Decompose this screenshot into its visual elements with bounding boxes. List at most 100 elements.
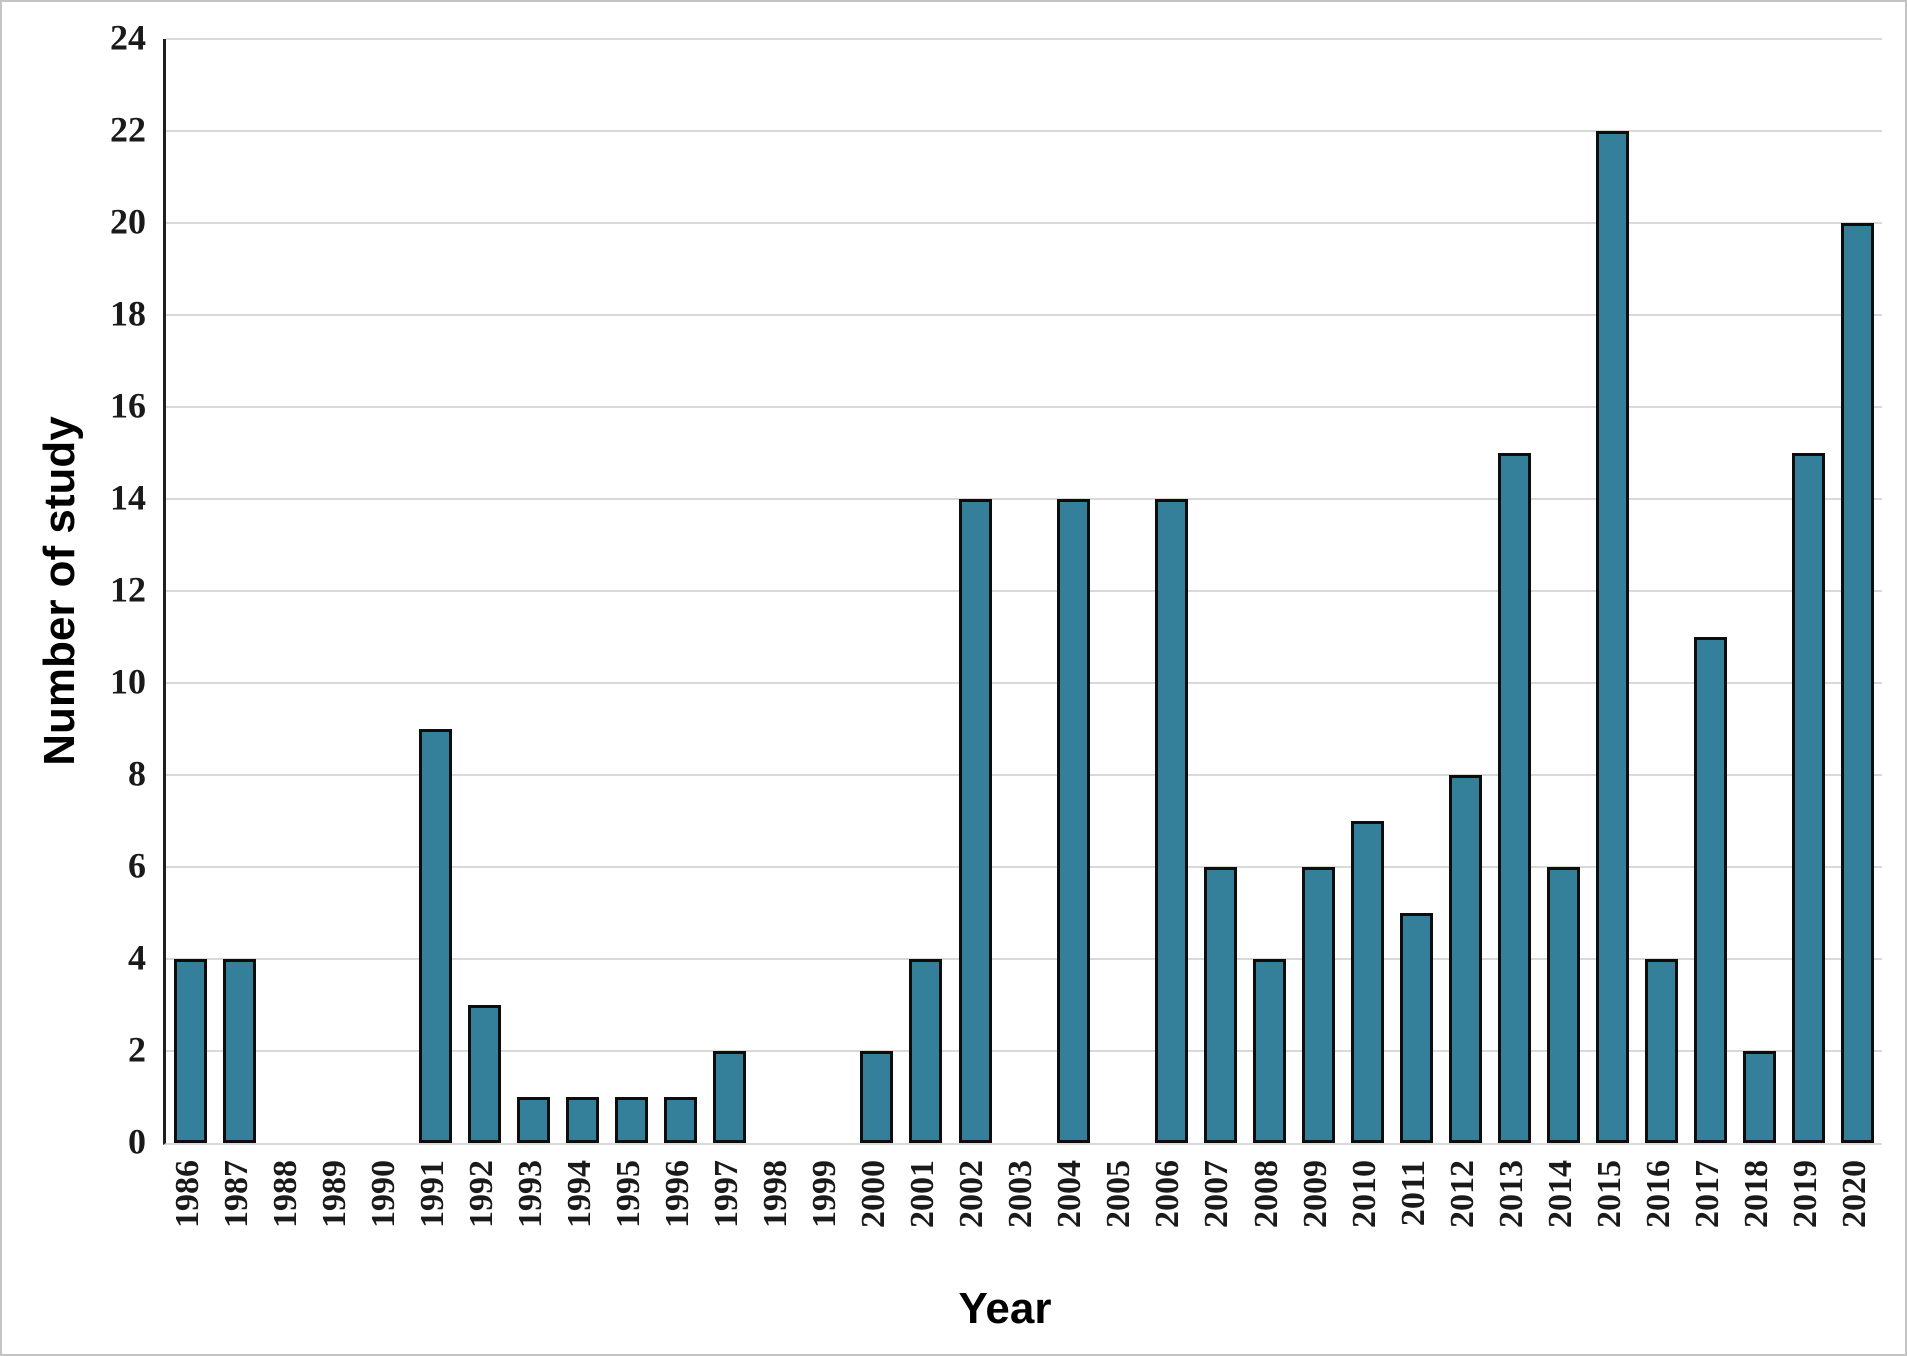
y-tick-label-8: 8 [128, 753, 146, 794]
bar-slot-2000 [852, 39, 901, 1143]
bar-1991 [419, 729, 453, 1143]
x-tick-slot-2010: 2010 [1340, 1160, 1389, 1282]
gridline-2 [166, 1050, 1882, 1052]
x-tick-label-2019: 2019 [1786, 1160, 1824, 1228]
x-tick-label-2016: 2016 [1639, 1160, 1677, 1228]
x-tick-slot-1989: 1989 [310, 1160, 359, 1282]
x-tick-slot-2002: 2002 [948, 1160, 997, 1282]
x-tick-slot-2006: 2006 [1144, 1160, 1193, 1282]
x-tick-slot-2003: 2003 [997, 1160, 1046, 1282]
x-tick-slot-2008: 2008 [1242, 1160, 1291, 1282]
x-tick-slot-1996: 1996 [653, 1160, 702, 1282]
bar-slot-2014 [1539, 39, 1588, 1143]
gridline-16 [166, 406, 1882, 408]
bar-1993 [517, 1097, 551, 1143]
gridline-22 [166, 130, 1882, 132]
x-axis-title: Year [958, 1284, 1052, 1333]
x-tick-slot-2001: 2001 [898, 1160, 947, 1282]
bar-slot-2006 [1147, 39, 1196, 1143]
y-tick-label-0: 0 [128, 1121, 146, 1162]
y-tick-label-20: 20 [110, 201, 146, 242]
x-tick-label-1990: 1990 [364, 1160, 402, 1228]
x-tick-label-2004: 2004 [1051, 1160, 1089, 1228]
x-tick-slot-1987: 1987 [212, 1160, 261, 1282]
x-tick-slot-2017: 2017 [1683, 1160, 1732, 1282]
bar-2001 [909, 959, 943, 1143]
bar-2007 [1203, 867, 1237, 1143]
gridline-10 [166, 682, 1882, 684]
bar-2017 [1693, 637, 1727, 1143]
x-tick-label-1995: 1995 [610, 1160, 648, 1228]
x-tick-slot-1992: 1992 [457, 1160, 506, 1282]
bar-slot-1986 [166, 39, 215, 1143]
x-tick-label-2007: 2007 [1198, 1160, 1236, 1228]
x-tick-slot-2019: 2019 [1781, 1160, 1830, 1282]
x-tick-label-2018: 2018 [1737, 1160, 1775, 1228]
bar-slot-1991 [411, 39, 460, 1143]
bar-slot-2017 [1686, 39, 1735, 1143]
bar-slot-1990 [362, 39, 411, 1143]
bar-2013 [1497, 453, 1531, 1143]
gridline-12 [166, 590, 1882, 592]
gridline-4 [166, 958, 1882, 960]
x-tick-label-1999: 1999 [806, 1160, 844, 1228]
x-tick-label-1988: 1988 [266, 1160, 304, 1228]
x-tick-label-2014: 2014 [1541, 1160, 1579, 1228]
bar-1994 [566, 1097, 600, 1143]
x-tick-label-2020: 2020 [1835, 1160, 1873, 1228]
bar-slot-1996 [656, 39, 705, 1143]
bar-slot-1993 [509, 39, 558, 1143]
bar-1995 [615, 1097, 649, 1143]
bar-2011 [1399, 913, 1433, 1143]
x-tick-slot-2000: 2000 [849, 1160, 898, 1282]
bar-2016 [1644, 959, 1678, 1143]
x-tick-label-2015: 2015 [1590, 1160, 1628, 1228]
x-tick-slot-1986: 1986 [163, 1160, 212, 1282]
bar-slot-1988 [264, 39, 313, 1143]
x-tick-label-2006: 2006 [1149, 1160, 1187, 1228]
bar-slot-1997 [705, 39, 754, 1143]
y-tick-label-2: 2 [128, 1029, 146, 1070]
x-tick-slot-2004: 2004 [1046, 1160, 1095, 1282]
x-tick-label-1987: 1987 [217, 1160, 255, 1228]
bar-slot-2012 [1441, 39, 1490, 1143]
x-tick-label-1992: 1992 [463, 1160, 500, 1228]
x-tick-slot-2016: 2016 [1634, 1160, 1683, 1282]
x-tick-slot-1997: 1997 [702, 1160, 751, 1282]
y-tick-label-6: 6 [128, 845, 146, 886]
x-tick-slot-2014: 2014 [1536, 1160, 1585, 1282]
bar-2019 [1792, 453, 1826, 1143]
bar-2006 [1154, 499, 1188, 1143]
bar-slot-2020 [1833, 39, 1882, 1143]
x-tick-slot-2018: 2018 [1732, 1160, 1781, 1282]
bar-slot-2008 [1245, 39, 1294, 1143]
bar-slot-2001 [901, 39, 950, 1143]
x-tick-slot-1994: 1994 [555, 1160, 604, 1282]
x-tick-slot-1995: 1995 [604, 1160, 653, 1282]
x-tick-slot-2015: 2015 [1585, 1160, 1634, 1282]
x-tick-label-2009: 2009 [1296, 1160, 1334, 1228]
bar-2004 [1056, 499, 1090, 1143]
y-tick-label-4: 4 [128, 937, 146, 978]
x-tick-label-1997: 1997 [708, 1160, 746, 1228]
bar-1992 [468, 1005, 502, 1143]
x-tick-label-1994: 1994 [561, 1160, 599, 1228]
x-tick-label-1998: 1998 [757, 1160, 795, 1228]
x-tick-label-1986: 1986 [168, 1160, 206, 1228]
bars-container [166, 39, 1882, 1143]
x-tick-label-1989: 1989 [315, 1160, 353, 1228]
bar-slot-2019 [1784, 39, 1833, 1143]
x-tick-slot-1998: 1998 [751, 1160, 800, 1282]
bar-slot-2016 [1637, 39, 1686, 1143]
bar-1997 [713, 1051, 747, 1143]
bar-slot-1994 [558, 39, 607, 1143]
y-tick-label-16: 16 [110, 385, 146, 426]
x-tick-slot-2013: 2013 [1487, 1160, 1536, 1282]
x-tick-label-1993: 1993 [512, 1160, 550, 1228]
x-tick-label-2017: 2017 [1688, 1160, 1726, 1228]
bar-2010 [1350, 821, 1384, 1143]
bar-slot-2005 [1098, 39, 1147, 1143]
y-tick-label-22: 22 [110, 109, 146, 150]
bar-2009 [1301, 867, 1335, 1143]
